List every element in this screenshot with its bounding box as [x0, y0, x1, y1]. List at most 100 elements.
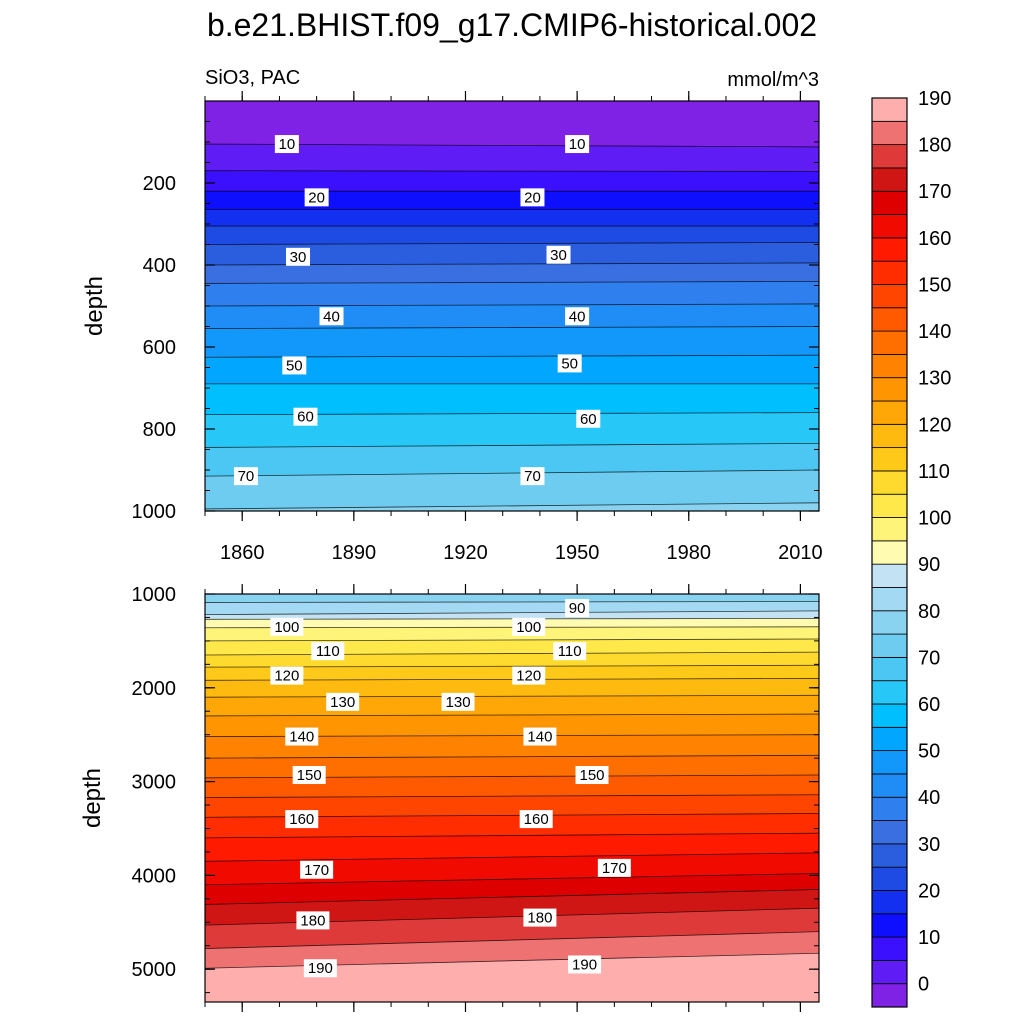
contour-label: 120 [516, 668, 541, 685]
colorbar-label: 120 [918, 414, 951, 436]
colorbar-cell [871, 750, 908, 775]
colorbar-label: 170 [918, 181, 951, 203]
contour-label-box [553, 642, 587, 661]
y-tick-label: 200 [143, 173, 176, 195]
colorbar-cell [871, 936, 908, 961]
y-tick-label: 2000 [132, 678, 177, 700]
y-tick-label: 1000 [132, 584, 177, 606]
colorbar-label: 10 [918, 927, 940, 949]
colorbar-cell [871, 866, 908, 891]
contour-label-box [565, 135, 590, 154]
y-tick-label: 3000 [132, 772, 177, 794]
contour-band [205, 470, 819, 511]
colorbar-cell [871, 144, 908, 169]
contour-label-box [311, 642, 345, 661]
colorbar-cell [871, 377, 908, 402]
contour-label: 130 [330, 694, 355, 711]
contour-line [204, 873, 820, 886]
colorbar-label: 180 [918, 135, 951, 157]
y-tick-label: 600 [143, 337, 176, 359]
contour-label: 110 [558, 643, 582, 660]
colorbar-cell [871, 423, 908, 449]
contour-line [204, 601, 820, 603]
colorbar-label: 130 [918, 368, 951, 390]
colorbar-cell [871, 610, 908, 635]
contour-line [204, 469, 820, 477]
contour-label: 20 [308, 189, 325, 206]
contour-line [204, 832, 820, 839]
colorbar-cell [871, 214, 908, 239]
contour-label-box [568, 955, 602, 974]
colorbar-cell [871, 680, 908, 705]
colorbar-cell [871, 540, 908, 565]
contour-label-box [326, 692, 360, 711]
contour-label-box [565, 307, 590, 326]
colorbar-label: 140 [918, 321, 951, 343]
contour-line [204, 502, 820, 510]
contour-line [204, 354, 820, 358]
colorbar-label: 0 [918, 974, 929, 996]
contour-line [204, 794, 820, 798]
contour-label: 130 [446, 694, 471, 711]
contour-label-box [523, 908, 557, 927]
colorbar-cell [871, 820, 908, 845]
contour-label: 100 [516, 619, 541, 636]
colorbar-cell [871, 493, 908, 518]
contour-label: 180 [527, 910, 552, 927]
contour-label: 30 [550, 247, 567, 264]
colorbar-cell [871, 353, 908, 379]
contour-label: 10 [569, 136, 586, 153]
contour-label-box [292, 766, 326, 785]
colorbar-cell [871, 563, 908, 588]
colorbar-label: 50 [918, 741, 940, 763]
contour-line [204, 326, 820, 329]
colorbar-cell [871, 470, 908, 495]
colorbar-label: 70 [918, 647, 940, 669]
colorbar-cell [871, 120, 908, 146]
lower-panel: 1000 2000 3000 4000 5000 90 100 100 110 110 120 120… [132, 584, 820, 1012]
contour-label: 100 [274, 619, 299, 636]
colorbar-cell [871, 97, 908, 122]
contour-line [204, 303, 820, 307]
contour-label-box [304, 188, 329, 207]
colorbar-label: 110 [918, 461, 950, 483]
colorbar-cell [871, 633, 908, 658]
contour-line [204, 280, 820, 284]
contour-label: 150 [297, 767, 322, 784]
colorbar-cell [871, 190, 908, 215]
chart-title: b.e21.BHIST.f09_g17.CMIP6-historical.002 [207, 7, 817, 43]
x-tick-label: 1860 [220, 542, 265, 564]
contour-label: 160 [524, 811, 549, 828]
contour-label-box [300, 860, 334, 879]
contour-label-box [520, 467, 545, 486]
contour-label: 50 [561, 355, 578, 372]
contour-label: 20 [524, 189, 541, 206]
contour-label-box [296, 911, 330, 930]
plot-frame [204, 593, 820, 1003]
contour-label-box [557, 354, 582, 373]
contour-line [204, 170, 820, 172]
colorbar-cell [871, 726, 908, 752]
colorbar-cell [871, 400, 908, 425]
colorbar-label: 160 [918, 228, 951, 250]
contour-label-box [441, 692, 475, 711]
contour-label-box [519, 810, 553, 829]
y-tick-label: 800 [143, 419, 176, 441]
contour-line [204, 442, 820, 448]
colorbar-cell [871, 796, 908, 821]
x-tick-label: 1980 [667, 542, 712, 564]
contour-line [204, 852, 820, 862]
contour-label-box [575, 766, 609, 785]
colorbar-cell [871, 843, 908, 868]
contour-label-box [523, 727, 557, 746]
colorbar-cell [871, 773, 908, 798]
y-tick-label: 5000 [132, 959, 177, 981]
contour-label: 150 [579, 767, 604, 784]
contour-label-box [319, 307, 344, 326]
contour-label: 40 [569, 308, 586, 325]
colorbar-cell [871, 330, 908, 355]
colorbar-label: 90 [918, 554, 940, 576]
colorbar-cell [871, 587, 908, 612]
contour-label: 90 [569, 600, 586, 617]
